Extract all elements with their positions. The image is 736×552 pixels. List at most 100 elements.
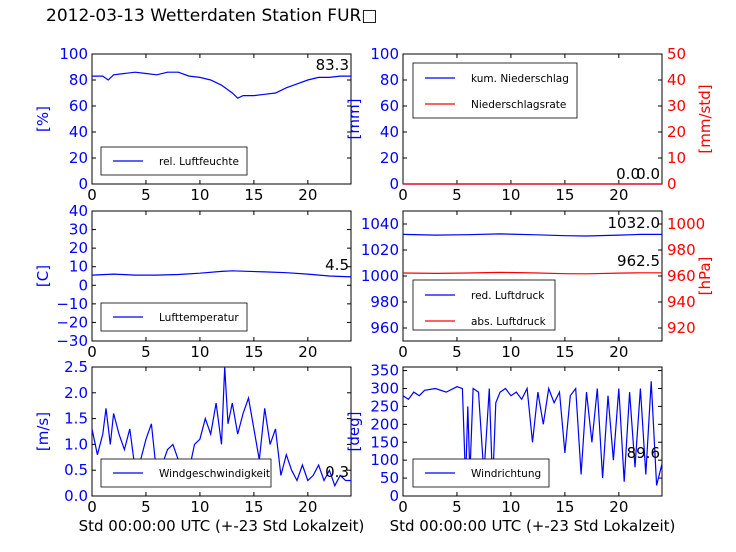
pressure-ytick-label: 960 bbox=[370, 319, 399, 337]
precipitation-y2label: [mm/std] bbox=[696, 84, 714, 153]
pressure-y2tick-label: 920 bbox=[667, 319, 696, 337]
precipitation-y2tick-label: 20 bbox=[667, 123, 686, 141]
winddir-ytick-label: 250 bbox=[370, 397, 399, 415]
precipitation-value-label: 0.0 bbox=[636, 165, 660, 183]
pressure-xtick-label: 0 bbox=[398, 343, 408, 361]
pressure-ytick-label: 1000 bbox=[361, 267, 399, 285]
winddir-xlabel: Std 00:00:00 UTC (+-23 Std Lokalzeit) bbox=[390, 517, 676, 535]
pressure-legend-label: abs. Luftdruck bbox=[471, 316, 547, 328]
windspeed-ytick-label: 2.0 bbox=[64, 384, 88, 402]
precipitation-xtick-label: 20 bbox=[609, 186, 628, 204]
windspeed-ytick-label: 1.0 bbox=[64, 435, 88, 453]
pressure-series-line-1 bbox=[402, 233, 662, 237]
humidity-ylabel: [%] bbox=[34, 106, 52, 132]
precipitation-xtick-label: 0 bbox=[398, 186, 408, 204]
precipitation-ytick-label: 100 bbox=[370, 45, 399, 63]
pressure-legend-label: red. Luftdruck bbox=[471, 290, 545, 302]
pressure-value-label: 962.5 bbox=[617, 252, 660, 270]
precipitation-legend-label: Niederschlagsrate bbox=[471, 99, 566, 111]
temperature-ytick-label: 40 bbox=[69, 202, 88, 220]
precipitation-xtick-label: 5 bbox=[452, 186, 462, 204]
windspeed-legend-label: Windgeschwindigkeit bbox=[159, 468, 270, 480]
pressure-ytick-label: 1020 bbox=[361, 241, 399, 259]
pressure-xtick-label: 10 bbox=[501, 343, 520, 361]
humidity-ytick-label: 100 bbox=[59, 45, 88, 63]
precipitation-y2tick-label: 50 bbox=[667, 45, 686, 63]
temperature-xtick-label: 20 bbox=[298, 343, 317, 361]
windspeed-xtick-label: 5 bbox=[141, 498, 151, 516]
pressure-y2tick-label: 960 bbox=[667, 267, 696, 285]
figure-title: 2012-03-13 Wetterdaten Station FUR□ bbox=[46, 6, 378, 26]
precipitation-ytick-label: 20 bbox=[380, 149, 399, 167]
humidity-xtick-label: 5 bbox=[141, 186, 151, 204]
precipitation-y2tick-label: 40 bbox=[667, 71, 686, 89]
pressure-y2label: [hPa] bbox=[696, 257, 714, 296]
winddir-xtick-label: 15 bbox=[555, 498, 574, 516]
pressure-ytick-label: 980 bbox=[370, 293, 399, 311]
temperature-series-line-1 bbox=[91, 270, 352, 278]
precipitation-ytick-label: 0 bbox=[389, 175, 399, 193]
pressure-xtick-label: 20 bbox=[609, 343, 628, 361]
temperature-xtick-label: 10 bbox=[190, 343, 209, 361]
precipitation-xtick-label: 10 bbox=[501, 186, 520, 204]
precipitation-ytick-label: 40 bbox=[380, 123, 399, 141]
temperature-ytick-label: −20 bbox=[56, 313, 88, 331]
windspeed-xtick-label: 0 bbox=[87, 498, 97, 516]
precipitation-legend-box bbox=[412, 62, 578, 119]
windspeed-ytick-label: 2.5 bbox=[64, 358, 88, 376]
precipitation-ytick-label: 80 bbox=[380, 71, 399, 89]
humidity-ytick-label: 80 bbox=[69, 71, 88, 89]
windspeed-ytick-label: 0.0 bbox=[64, 487, 88, 505]
winddir-ytick-label: 350 bbox=[370, 362, 399, 380]
pressure-legend-box bbox=[412, 279, 556, 331]
winddir-ytick-label: 0 bbox=[389, 487, 399, 505]
windspeed-value-label: 0.3 bbox=[325, 463, 349, 481]
humidity-ytick-label: 0 bbox=[78, 175, 88, 193]
precipitation-ytick-label: 60 bbox=[380, 97, 399, 115]
winddir-ylabel: [deg] bbox=[345, 412, 363, 452]
humidity-value-label: 83.3 bbox=[316, 56, 349, 74]
winddir-xtick-label: 20 bbox=[609, 498, 628, 516]
humidity-xtick-label: 20 bbox=[298, 186, 317, 204]
winddir-xtick-label: 10 bbox=[501, 498, 520, 516]
temperature-ytick-label: −10 bbox=[56, 295, 88, 313]
pressure-value-label: 1032.0 bbox=[608, 214, 661, 232]
humidity-legend-label: rel. Luftfeuchte bbox=[159, 156, 239, 168]
windspeed-xlabel: Std 00:00:00 UTC (+-23 Std Lokalzeit) bbox=[79, 517, 365, 535]
winddir-xtick-label: 5 bbox=[452, 498, 462, 516]
winddir-ytick-label: 300 bbox=[370, 380, 399, 398]
windspeed-xtick-label: 20 bbox=[298, 498, 317, 516]
windspeed-ytick-label: 1.5 bbox=[64, 410, 88, 428]
windspeed-ytick-label: 0.5 bbox=[64, 461, 88, 479]
temperature-ytick-label: 20 bbox=[69, 239, 88, 257]
pressure-xtick-label: 5 bbox=[452, 343, 462, 361]
humidity-xtick-label: 10 bbox=[190, 186, 209, 204]
humidity-ytick-label: 40 bbox=[69, 123, 88, 141]
temperature-legend-label: Lufttemperatur bbox=[159, 312, 239, 324]
pressure-y2tick-label: 940 bbox=[667, 293, 696, 311]
precipitation-legend-label: kum. Niederschlag bbox=[471, 73, 569, 85]
temperature-ytick-label: 10 bbox=[69, 258, 88, 276]
windspeed-ylabel: [m/s] bbox=[34, 412, 52, 451]
winddir-ytick-label: 100 bbox=[370, 451, 399, 469]
precipitation-ylabel: [mm] bbox=[345, 99, 363, 140]
temperature-ytick-label: 0 bbox=[78, 276, 88, 294]
temperature-xtick-label: 5 bbox=[141, 343, 151, 361]
precipitation-value-label: 0.0 bbox=[616, 165, 640, 183]
temperature-ylabel: [C] bbox=[34, 265, 52, 287]
temperature-xtick-label: 15 bbox=[244, 343, 263, 361]
humidity-series-line-1 bbox=[92, 71, 351, 99]
pressure-xtick-label: 15 bbox=[555, 343, 574, 361]
winddir-xtick-label: 0 bbox=[398, 498, 408, 516]
precipitation-xtick-label: 15 bbox=[555, 186, 574, 204]
winddir-legend-label: Windrichtung bbox=[471, 468, 541, 480]
winddir-series-line-1 bbox=[402, 381, 663, 486]
pressure-series-line-2 bbox=[402, 271, 662, 275]
temperature-xtick-label: 0 bbox=[87, 343, 97, 361]
windspeed-xtick-label: 10 bbox=[190, 498, 209, 516]
windspeed-series-line-1 bbox=[91, 366, 351, 488]
temperature-ytick-label: 30 bbox=[69, 221, 88, 239]
precipitation-y2tick-label: 30 bbox=[667, 97, 686, 115]
